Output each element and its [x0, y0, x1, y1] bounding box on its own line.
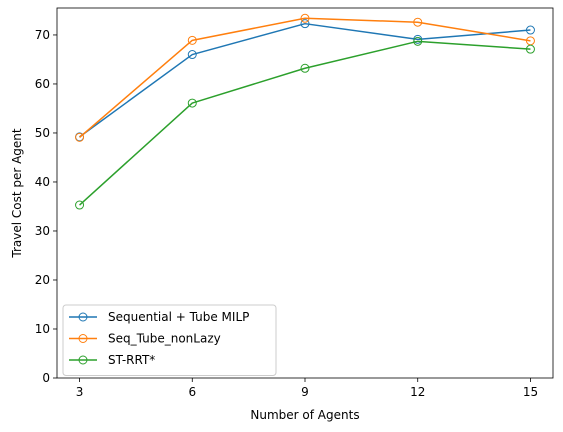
series-line-0 — [80, 24, 531, 137]
series-line-2 — [80, 41, 531, 205]
y-tick-label: 70 — [35, 28, 50, 42]
y-tick-label: 10 — [35, 322, 50, 336]
y-tick-label: 50 — [35, 126, 50, 140]
plot-area — [76, 14, 535, 209]
y-tick-label: 0 — [42, 371, 50, 385]
legend: Sequential + Tube MILP Seq_Tube_nonLazy ST… — [63, 305, 276, 376]
y-tick-label: 20 — [35, 273, 50, 287]
y-axis-label: Travel Cost per Agent — [10, 128, 24, 259]
legend-entry-label: Sequential + Tube MILP — [108, 310, 249, 324]
x-tick-label: 3 — [76, 385, 84, 399]
y-tick-label: 40 — [35, 175, 50, 189]
x-tick-label: 15 — [523, 385, 538, 399]
legend-entry-label: Seq_Tube_nonLazy — [108, 332, 221, 346]
x-tick-label: 6 — [188, 385, 196, 399]
x-axis-label: Number of Agents — [250, 408, 359, 422]
x-tick-label: 12 — [410, 385, 425, 399]
x-tick-label: 9 — [301, 385, 309, 399]
y-tick-label: 30 — [35, 224, 50, 238]
legend-entry-label: ST-RRT* — [108, 353, 155, 367]
y-tick-label: 60 — [35, 77, 50, 91]
